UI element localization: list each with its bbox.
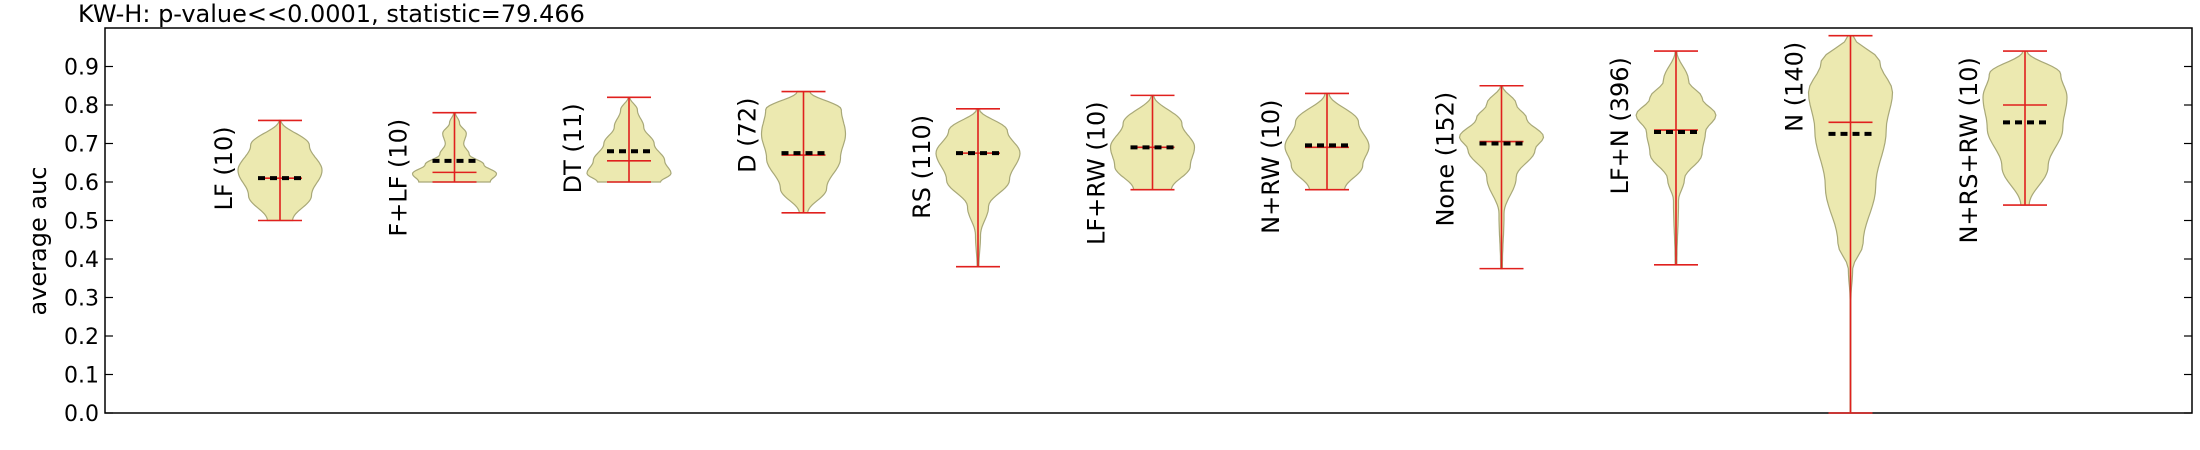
y-tick-label: 0.0 — [64, 402, 99, 427]
y-tick-label: 0.6 — [64, 171, 99, 196]
y-tick-label: 0.8 — [64, 94, 99, 119]
violin-label: N+RS+RW (10) — [1955, 57, 1983, 243]
y-tick-label: 0.5 — [64, 210, 99, 235]
violin-label: D (72) — [734, 98, 762, 173]
violin-label: LF+RW (10) — [1083, 101, 1111, 245]
y-tick-label: 0.2 — [64, 325, 99, 350]
y-tick-label: 0.3 — [64, 287, 99, 312]
violin-label: RS (110) — [908, 115, 936, 219]
plot-area: 0.0 0.1 0.2 0.3 0.4 0.5 0.6 0.7 0.8 0.9 LF (10) F+L… — [64, 27, 2193, 427]
violin-label: LF+N (396) — [1606, 57, 1634, 194]
chart-title: KW-H: p-value<<0.0001, statistic=79.466 — [78, 0, 585, 28]
y-axis-label: average auc — [24, 167, 52, 316]
violin-label: DT (11) — [559, 103, 587, 193]
y-tick-label: 0.4 — [64, 248, 99, 273]
violin-label: LF (10) — [210, 126, 238, 210]
violin-label: N (140) — [1781, 42, 1809, 132]
y-tick-label: 0.7 — [64, 133, 99, 158]
y-tick-label: 0.1 — [64, 364, 99, 389]
y-tick-label: 0.9 — [64, 56, 99, 81]
violin-label: N+RW (10) — [1257, 99, 1285, 233]
violin-label: F+LF (10) — [385, 119, 413, 237]
violin-label: None (152) — [1432, 92, 1460, 227]
